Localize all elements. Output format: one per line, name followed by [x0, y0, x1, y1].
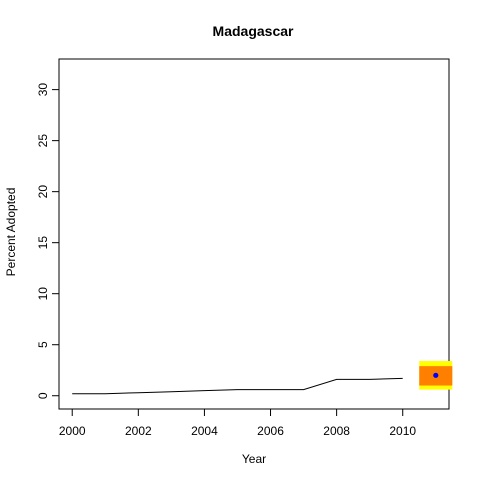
series-layer: [72, 377, 403, 395]
y-axis-label: Percent Adopted: [4, 188, 18, 277]
series-line: [72, 377, 403, 395]
projection: [419, 361, 453, 390]
x-tick-label: 2008: [323, 424, 350, 438]
y-tick-label: 25: [36, 134, 50, 148]
x-tick-label: 2002: [125, 424, 152, 438]
y-tick-label: 15: [36, 236, 50, 250]
chart-title: Madagascar: [213, 23, 294, 39]
x-tick-label: 2010: [389, 424, 416, 438]
x-tick-label: 2006: [257, 424, 284, 438]
y-tick-label: 20: [36, 185, 50, 199]
projection-point: [433, 372, 439, 378]
y-axis: 0 5 10 15 20 25 30: [36, 83, 60, 399]
x-tick-label: 2004: [191, 424, 218, 438]
y-tick-label: 0: [36, 392, 50, 399]
x-axis-label: Year: [242, 452, 266, 466]
y-tick-label: 30: [36, 83, 50, 97]
y-tick-label: 5: [36, 341, 50, 348]
x-axis: 2000 2002 2004 2006 2008 2010: [59, 408, 416, 438]
x-tick-label: 2000: [59, 424, 86, 438]
plot-area: [58, 58, 450, 410]
y-tick-label: 10: [36, 287, 50, 301]
